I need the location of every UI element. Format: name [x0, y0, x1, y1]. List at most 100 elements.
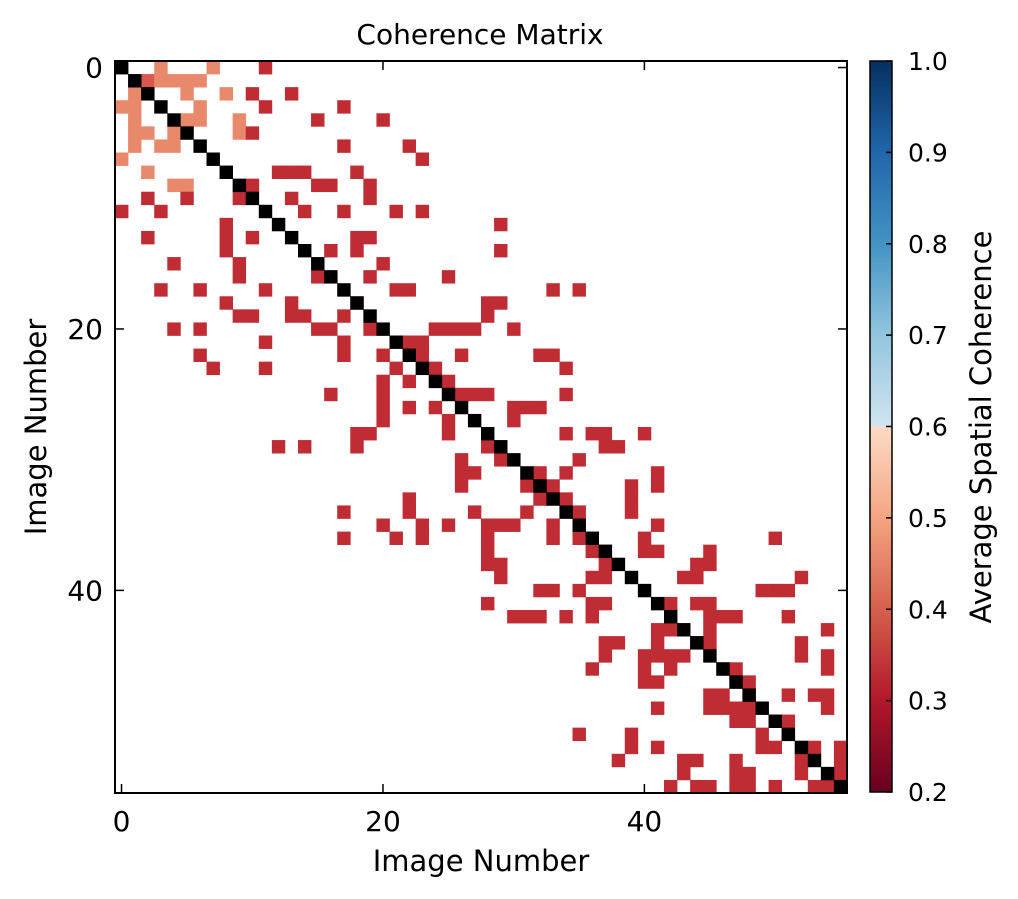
heatmap-cell — [807, 779, 822, 794]
heatmap-cell — [572, 505, 586, 519]
heatmap-cell — [441, 374, 456, 389]
heatmap-cell — [533, 610, 547, 624]
heatmap-cell — [559, 361, 573, 376]
heatmap-cell — [820, 649, 835, 663]
heatmap-cell — [664, 649, 678, 663]
heatmap-cell — [637, 649, 652, 663]
heatmap-diagonal-cell — [598, 544, 613, 559]
heatmap-cell — [141, 191, 155, 206]
heatmap-cell — [598, 557, 613, 572]
heatmap-diagonal-cell — [284, 230, 299, 245]
heatmap-cell — [729, 714, 743, 728]
heatmap-cell — [467, 322, 482, 336]
heatmap-cell — [703, 779, 717, 794]
heatmap-cell — [781, 714, 796, 728]
heatmap-cell — [507, 413, 521, 428]
heatmap-cell — [794, 649, 809, 663]
heatmap-cell — [180, 87, 194, 101]
heatmap-cell — [585, 610, 599, 624]
heatmap-cell — [284, 296, 299, 310]
heatmap-diagonal-cell — [650, 596, 665, 611]
heatmap-cell — [637, 531, 652, 545]
heatmap-diagonal-cell — [467, 413, 482, 428]
heatmap-diagonal-cell — [664, 610, 678, 624]
heatmap-diagonal-cell — [258, 204, 273, 219]
heatmap-cell — [690, 557, 704, 572]
heatmap-cell — [611, 440, 626, 454]
heatmap-cell — [219, 244, 233, 258]
heatmap-cell — [807, 688, 822, 702]
heatmap-cell — [546, 479, 560, 493]
heatmap-cell — [611, 753, 626, 768]
heatmap-cell — [376, 257, 390, 271]
heatmap-cell — [494, 453, 508, 467]
heatmap-cell — [337, 348, 351, 362]
heatmap-cell — [467, 505, 482, 519]
heatmap-cell — [585, 570, 599, 585]
heatmap-diagonal-cell — [154, 100, 168, 114]
heatmap-cell — [389, 531, 403, 545]
heatmap-cell — [467, 466, 482, 480]
heatmap-cell — [167, 178, 181, 193]
heatmap-cell — [768, 583, 782, 598]
heatmap-cell — [402, 139, 416, 153]
heatmap-cell — [598, 570, 613, 585]
heatmap-cell — [507, 518, 521, 532]
heatmap-cell — [690, 596, 704, 611]
heatmap-cell — [716, 688, 730, 702]
heatmap-cell — [520, 400, 534, 415]
heatmap-cell — [441, 322, 456, 336]
heatmap-cell — [559, 466, 573, 480]
heatmap-cell — [481, 440, 495, 454]
heatmap-cell — [271, 165, 286, 179]
heatmap-cell — [481, 296, 495, 310]
heatmap-cell — [428, 361, 443, 376]
heatmap-cell — [637, 544, 652, 559]
heatmap-cell — [402, 283, 416, 297]
heatmap-cell — [128, 113, 142, 127]
heatmap-cell — [376, 387, 390, 402]
heatmap-cell — [154, 74, 168, 88]
heatmap-cell — [128, 87, 142, 101]
heatmap-cell — [481, 309, 495, 323]
heatmap-diagonal-cell — [729, 675, 743, 689]
heatmap-diagonal-cell — [311, 257, 325, 271]
heatmap-cell — [494, 296, 508, 310]
heatmap-diagonal-cell — [781, 727, 796, 742]
heatmap-cell — [454, 479, 469, 493]
heatmap-cell — [546, 283, 560, 297]
heatmap-cell — [180, 178, 194, 193]
heatmap-cell — [729, 662, 743, 676]
heatmap-cell — [520, 479, 534, 493]
heatmap-cell — [716, 610, 730, 624]
colorbar-tick-label: 0.4 — [908, 595, 948, 624]
heatmap-diagonal-cell — [389, 335, 403, 349]
heatmap-cell — [650, 623, 665, 637]
heatmap-cell — [128, 126, 142, 140]
heatmap-cell — [441, 427, 456, 441]
heatmap-cell — [219, 87, 233, 101]
heatmap-cell — [141, 165, 155, 179]
heatmap-cell — [703, 701, 717, 715]
colorbar-label: Average Spatial Coherence — [964, 231, 998, 624]
heatmap-cell — [794, 570, 809, 585]
heatmap-diagonal-cell — [611, 557, 626, 572]
heatmap-cell — [376, 374, 390, 389]
heatmap-cell — [415, 204, 430, 219]
heatmap-cell — [585, 596, 599, 611]
heatmap-cell — [363, 270, 377, 284]
heatmap-cell — [376, 400, 390, 415]
heatmap-cell — [298, 165, 312, 179]
heatmap-diagonal-cell — [245, 191, 260, 206]
heatmap-cell — [324, 387, 338, 402]
heatmap-cell — [598, 649, 613, 663]
heatmap-cell — [376, 113, 390, 127]
heatmap-cell — [624, 727, 639, 742]
heatmap-diagonal-cell — [690, 636, 704, 650]
heatmap-cell — [298, 309, 312, 323]
heatmap-cell — [677, 570, 691, 585]
heatmap-cell — [154, 139, 168, 153]
heatmap-cell — [454, 322, 469, 336]
heatmap-cell — [729, 766, 743, 781]
